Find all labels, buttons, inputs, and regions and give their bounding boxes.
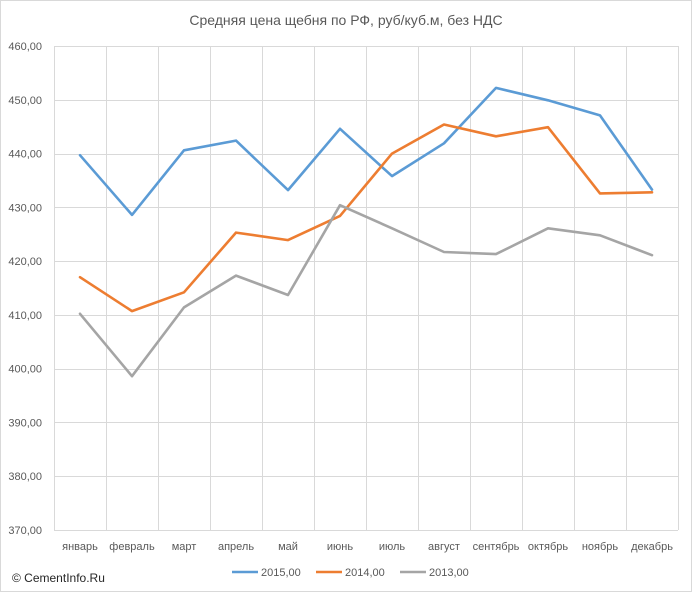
- y-tick-label: 380,00: [8, 471, 42, 483]
- legend-label: 2014,00: [345, 567, 385, 579]
- x-tick-label: февраль: [109, 541, 155, 553]
- y-tick-label: 440,00: [8, 149, 42, 161]
- x-tick-label: январь: [62, 541, 98, 553]
- y-tick-label: 390,00: [8, 417, 42, 429]
- legend-label: 2013,00: [429, 567, 469, 579]
- y-tick-label: 430,00: [8, 202, 42, 214]
- legend-label: 2015,00: [261, 567, 301, 579]
- x-tick-label: декабрь: [631, 541, 673, 553]
- y-tick-label: 460,00: [8, 41, 42, 53]
- x-tick-label: октябрь: [528, 541, 568, 553]
- x-tick-label: август: [428, 541, 460, 553]
- series-line-1: [78, 123, 654, 313]
- y-tick-label: 370,00: [8, 525, 42, 537]
- x-tick-label: сентябрь: [473, 541, 520, 553]
- x-tick-label: апрель: [218, 541, 254, 553]
- copyright-text: © CementInfo.Ru: [12, 571, 105, 585]
- series-line-2: [78, 203, 654, 378]
- x-axis-ticks: январь февраль март апрель май июнь июль август…: [62, 541, 673, 553]
- y-tick-label: 420,00: [8, 256, 42, 268]
- y-tick-label: 400,00: [8, 364, 42, 376]
- series-lines: [78, 86, 654, 378]
- x-tick-label: июнь: [327, 541, 353, 553]
- y-tick-label: 410,00: [8, 310, 42, 322]
- x-tick-label: март: [172, 541, 197, 553]
- y-tick-label: 450,00: [8, 95, 42, 107]
- gridlines: [54, 46, 679, 531]
- y-axis-ticks: 370,00 380,00 390,00 400,00 410,00 420,00 430,…: [8, 41, 42, 537]
- x-tick-label: ноябрь: [582, 541, 619, 553]
- chart-title: Средняя цена щебня по РФ, руб/куб.м, без…: [189, 12, 503, 28]
- series-line-0: [78, 86, 654, 217]
- legend: 2015,00 2014,00 2013,00: [232, 567, 469, 579]
- x-tick-label: июль: [379, 541, 406, 553]
- x-tick-label: май: [278, 541, 298, 553]
